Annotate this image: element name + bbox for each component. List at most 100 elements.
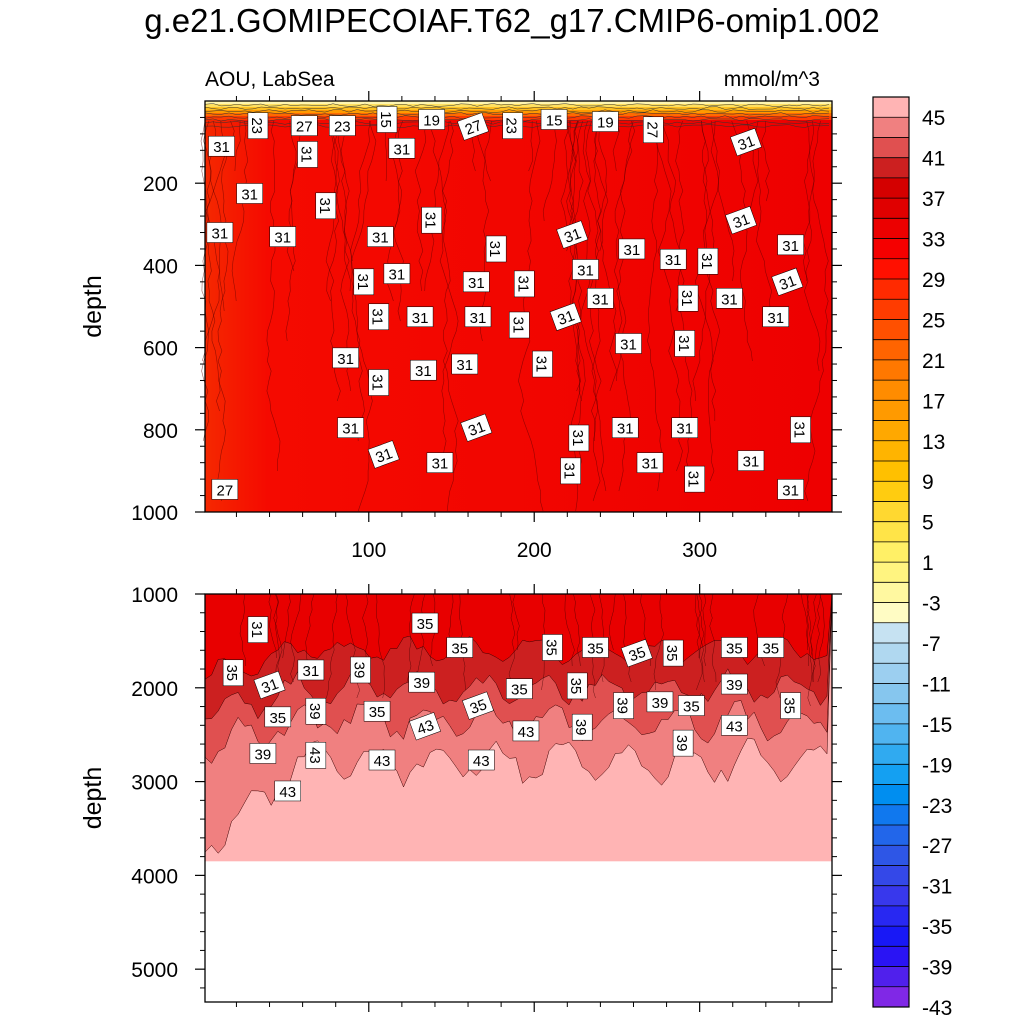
contour-label: 35 (264, 706, 292, 728)
contour-label-box (730, 127, 762, 157)
colorbar-swatch (873, 137, 909, 159)
contour-label: 35 (757, 637, 785, 658)
contour-label-text: 39 (255, 746, 272, 763)
contour-label-box (388, 138, 416, 159)
contour-label: 31 (514, 270, 535, 298)
contour-label-text: 31 (509, 317, 526, 334)
contour-label-box (236, 183, 263, 204)
surface-contour (204, 103, 830, 107)
colorbar-swatch (873, 622, 909, 644)
colorbar-label: -35 (922, 916, 952, 939)
contour-label-text: 31 (369, 374, 386, 391)
contour-label-box (305, 742, 327, 769)
contour-line (273, 593, 283, 675)
plot-frame (204, 593, 833, 1003)
colorbar-label: 33 (922, 229, 945, 252)
contour-label: 31 (636, 452, 664, 473)
contour-label-text: 31 (470, 310, 487, 327)
contour-label-text: 31 (675, 335, 692, 352)
contour-label-text: 35 (762, 640, 779, 657)
contour-label: 31 (460, 413, 493, 442)
colorbar-swatch (873, 804, 909, 826)
contour-label: 31 (568, 424, 590, 452)
contour-label: 31 (332, 347, 359, 369)
contour-label-box (566, 672, 588, 700)
contour-label-text: 35 (627, 644, 648, 666)
contour-label-text: 35 (663, 645, 680, 662)
contour-line (507, 593, 516, 691)
colorbar-swatch (873, 359, 909, 381)
colorbar-swatch (873, 865, 909, 887)
contour-label: 43 (721, 715, 748, 736)
contour-line (567, 120, 581, 392)
colorbar-label: -19 (922, 754, 952, 777)
contour-label-box (269, 226, 297, 247)
colorbar-swatch (873, 461, 909, 482)
contour-label-text: 31 (342, 421, 359, 438)
contour-label-box (350, 656, 371, 684)
contour-line (528, 120, 533, 172)
contour-label-box (247, 112, 269, 139)
contour-label-box (368, 369, 389, 396)
contour-label: 31 (451, 353, 478, 375)
contour-label-text: 35 (567, 678, 584, 695)
contour-label-text: 43 (306, 747, 323, 764)
contour-label: 31 (730, 127, 762, 157)
contour-label: 31 (383, 263, 411, 284)
contour-label-text: 31 (698, 253, 715, 270)
contour-label: 31 (560, 457, 581, 485)
contour-label-box (305, 697, 327, 725)
contour-label-text: 15 (377, 111, 394, 128)
contour-label-text: 39 (614, 697, 631, 714)
x-tick-label: 300 (682, 539, 717, 562)
contour-label-box (506, 678, 533, 699)
contour-label: 35 (411, 612, 439, 634)
contour-label-box (426, 452, 454, 473)
contour-label-text: 31 (685, 471, 702, 488)
colorbar-swatch (873, 117, 909, 138)
contour-line (216, 120, 235, 412)
contour-line (585, 120, 601, 442)
contour-label-text: 31 (791, 421, 808, 438)
contour-line (564, 593, 575, 667)
x-tick-label: 200 (517, 539, 552, 562)
contour-line (203, 120, 225, 312)
contour-label-box (725, 206, 757, 235)
contour-line (609, 593, 618, 651)
contour-label-text: 31 (422, 212, 439, 229)
contour-label-box (678, 695, 705, 716)
contour-label: 39 (249, 743, 277, 764)
contour-label-box (502, 112, 523, 139)
contour-label-text: 31 (241, 186, 258, 203)
contour-label-box (716, 288, 743, 309)
contour-label: 31 (697, 248, 719, 275)
contour-label-text: 31 (213, 139, 230, 156)
contour-label: 39 (305, 697, 327, 725)
colorbar-swatch (873, 481, 909, 502)
contour-label-text: 19 (423, 112, 440, 129)
contour-label-text: 31 (721, 291, 738, 308)
contour-label: 23 (247, 112, 269, 139)
panel-left-label: AOU, LabSea (205, 68, 335, 91)
contour-label-text: 31 (259, 676, 280, 698)
y-tick-label: 1000 (131, 584, 178, 607)
contour-label-box (659, 248, 687, 270)
contour-label-text: 43 (415, 717, 436, 739)
colorbar-swatch (873, 683, 909, 705)
contour-label: 31 (485, 235, 507, 263)
contour-label: 31 (368, 303, 389, 331)
contour-label-box (757, 637, 785, 658)
contour-label-box (636, 452, 664, 473)
contour-label-text: 31 (316, 197, 333, 214)
contour-line (754, 120, 773, 312)
contour-label-box (592, 111, 619, 132)
contour-line (597, 593, 607, 683)
contour-label: 31 (684, 465, 705, 493)
contour-label-box (247, 616, 269, 643)
contour-line (653, 593, 664, 691)
contour-line (429, 120, 459, 512)
contour-label: 31 (671, 417, 699, 438)
contour-line (594, 120, 609, 252)
contour-line (326, 593, 339, 699)
contour-label-box (549, 302, 582, 331)
